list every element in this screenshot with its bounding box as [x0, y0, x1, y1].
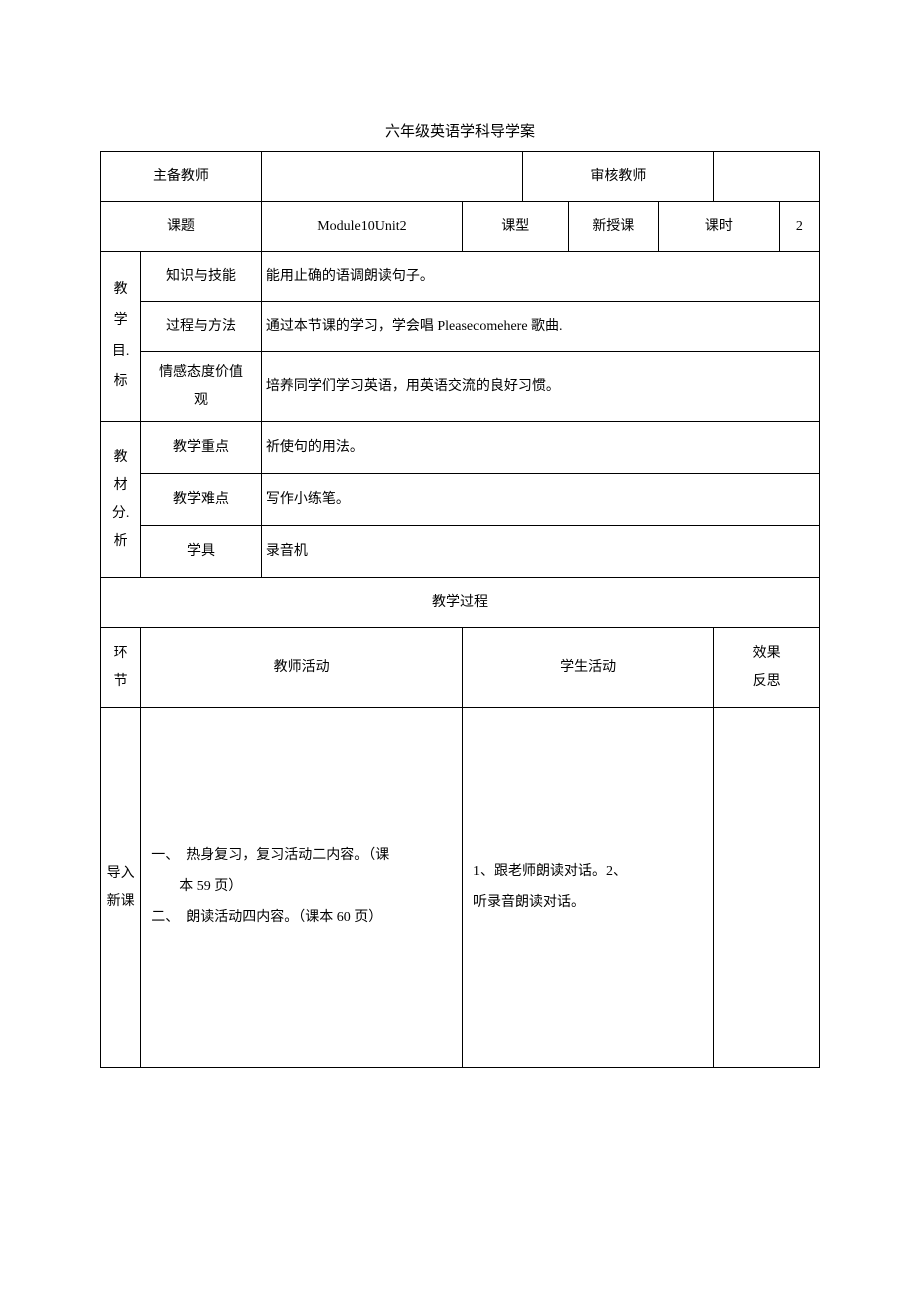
- difficulty-content: 写作小练笔。: [261, 474, 819, 526]
- topic-value: Module10Unit2: [261, 202, 462, 252]
- method-content: 通过本节课的学习，学会唱 Pleasecomehere 歌曲.: [261, 302, 819, 352]
- table-row: 学具 录音机: [101, 526, 820, 578]
- process-title: 教学过程: [101, 578, 820, 628]
- lesson-plan-table: 主备教师 审核教师 课题 Module10Unit2 课型 新授课 课时 2 教…: [100, 151, 820, 1068]
- material-section-label: 教 材 分. 析: [101, 422, 141, 578]
- table-row: 教学过程: [101, 578, 820, 628]
- tools-label: 学具: [141, 526, 262, 578]
- focus-content: 祈使句的用法。: [261, 422, 819, 474]
- objectives-section-label: 教 学 目. 标: [101, 252, 141, 422]
- period-value: 2: [779, 202, 819, 252]
- attitude-content: 培养同学们学习英语，用英语交流的良好习惯。: [261, 352, 819, 422]
- period-label: 课时: [659, 202, 780, 252]
- col-section-label: 环 节: [101, 628, 141, 708]
- method-label: 过程与方法: [141, 302, 262, 352]
- tools-content: 录音机: [261, 526, 819, 578]
- class-type-value: 新授课: [568, 202, 659, 252]
- col-student-label: 学生活动: [462, 628, 713, 708]
- main-teacher-value: [261, 152, 522, 202]
- knowledge-label: 知识与技能: [141, 252, 262, 302]
- col-reflect-label: 效果 反思: [714, 628, 820, 708]
- student-activity-content: 1、跟老师朗读对话。2、 听录音朗读对话。: [462, 708, 713, 1068]
- difficulty-label: 教学难点: [141, 474, 262, 526]
- table-row: 主备教师 审核教师: [101, 152, 820, 202]
- class-type-label: 课型: [462, 202, 568, 252]
- table-row: 环 节 教师活动 学生活动 效果 反思: [101, 628, 820, 708]
- main-teacher-label: 主备教师: [101, 152, 262, 202]
- review-teacher-value: [714, 152, 820, 202]
- review-teacher-label: 审核教师: [523, 152, 714, 202]
- reflect-content: [714, 708, 820, 1068]
- table-row: 过程与方法 通过本节课的学习，学会唱 Pleasecomehere 歌曲.: [101, 302, 820, 352]
- table-row: 教学难点 写作小练笔。: [101, 474, 820, 526]
- col-teacher-label: 教师活动: [141, 628, 463, 708]
- table-row: 情感态度价值 观 培养同学们学习英语，用英语交流的良好习惯。: [101, 352, 820, 422]
- table-row: 教 学 目. 标 知识与技能 能用止确的语调朗读句子。: [101, 252, 820, 302]
- knowledge-content: 能用止确的语调朗读句子。: [261, 252, 819, 302]
- table-row: 课题 Module10Unit2 课型 新授课 课时 2: [101, 202, 820, 252]
- table-row: 导入 新课 一、 热身复习，复习活动二内容。（课 本 59 页） 二、 朗读活动…: [101, 708, 820, 1068]
- teacher-activity-content: 一、 热身复习，复习活动二内容。（课 本 59 页） 二、 朗读活动四内容。（课…: [141, 708, 463, 1068]
- attitude-label: 情感态度价值 观: [141, 352, 262, 422]
- table-row: 教 材 分. 析 教学重点 祈使句的用法。: [101, 422, 820, 474]
- body-section-label: 导入 新课: [101, 708, 141, 1068]
- topic-label: 课题: [101, 202, 262, 252]
- focus-label: 教学重点: [141, 422, 262, 474]
- page-title: 六年级英语学科导学案: [100, 120, 820, 141]
